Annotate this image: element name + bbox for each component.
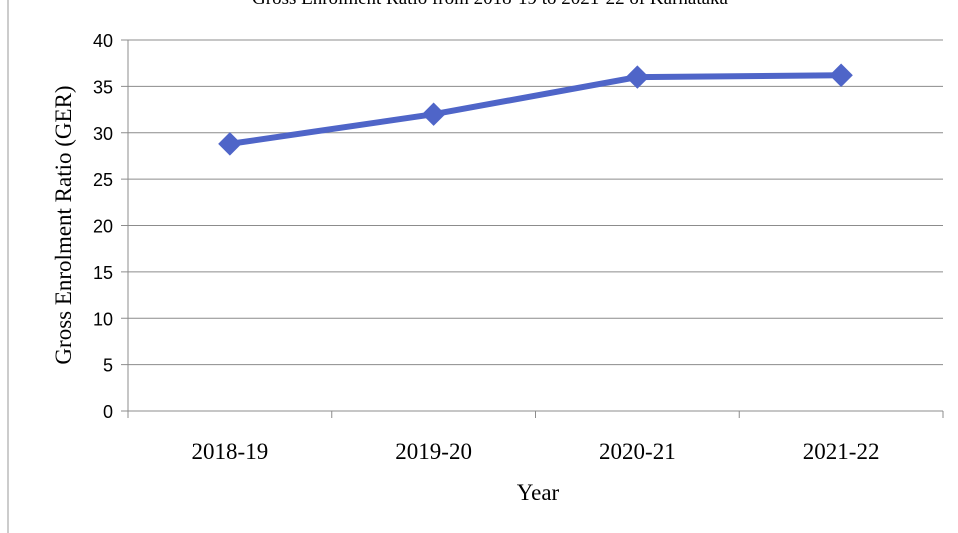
x-tick-label: 2021-22 [803, 439, 880, 464]
x-tick-label: 2019-20 [395, 439, 472, 464]
y-tick-label: 35 [93, 77, 113, 97]
y-tick-label: 0 [103, 402, 113, 422]
x-tick-label: 2020-21 [599, 439, 676, 464]
y-tick-label: 40 [93, 31, 113, 51]
data-point-marker [625, 65, 650, 89]
chart-title: Gross Enrolment Ratio from 2018-19 to 20… [252, 0, 729, 9]
y-tick-label: 25 [93, 170, 113, 190]
data-point-marker [218, 132, 242, 156]
y-axis-title: Gross Enrolment Ratio (GER) [51, 85, 76, 364]
x-tick-label: 2018-19 [192, 439, 269, 464]
series-line [226, 72, 845, 147]
y-tick-label: 15 [93, 263, 113, 283]
gridlines [128, 39, 943, 366]
series-layer [218, 63, 853, 156]
data-point-marker [421, 102, 446, 126]
y-tick-label: 10 [93, 309, 113, 329]
axes [121, 39, 944, 418]
data-point-marker [829, 63, 853, 87]
x-axis-title: Year [517, 480, 560, 505]
tick-labels: 0 5 10 15 20 25 30 35 40 2018-19 2019-20 2020-21 202… [93, 31, 879, 464]
y-tick-label: 20 [93, 217, 113, 237]
y-tick-label: 5 [103, 356, 113, 376]
y-tick-label: 30 [93, 124, 113, 144]
